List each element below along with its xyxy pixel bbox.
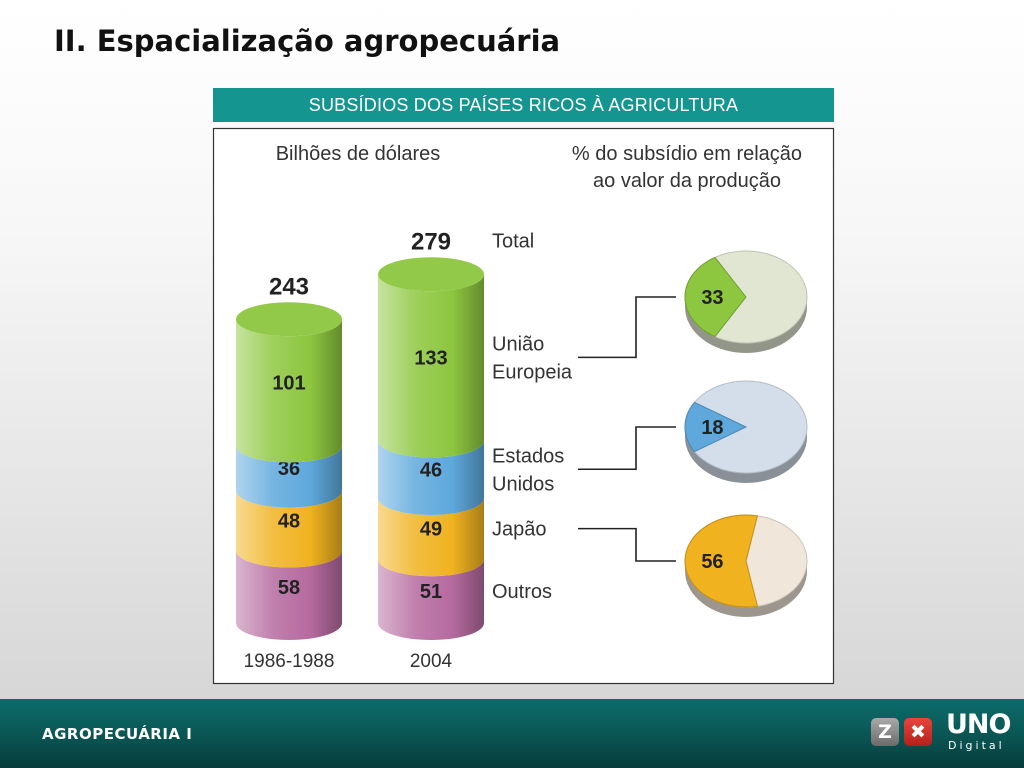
pie-value-label: 18 — [701, 417, 723, 439]
bar-cap — [378, 257, 484, 292]
footer-label: AGROPECUÁRIA I — [42, 725, 193, 743]
bar-segment — [378, 498, 484, 577]
z-logo-icon: Z — [871, 718, 899, 746]
bar-segment — [378, 559, 484, 640]
bar-cap — [236, 302, 342, 337]
legend-label: Unidos — [492, 473, 554, 495]
data-label: 46 — [420, 459, 442, 481]
x-logo-icon: ✖ — [904, 718, 932, 746]
connector-line — [578, 426, 676, 471]
legend-label: Japão — [492, 519, 547, 541]
data-label: 48 — [278, 511, 300, 533]
right-heading-line: % do subsídio em relação — [572, 143, 802, 165]
data-label: 58 — [278, 577, 300, 599]
data-label: 101 — [272, 372, 305, 394]
slide-title: II. Espacialização agropecuária — [54, 24, 561, 58]
data-label: 36 — [278, 458, 300, 480]
bar-segment — [236, 445, 342, 508]
pie-slice — [684, 256, 747, 338]
chart-title: SUBSÍDIOS DOS PAÍSES RICOS À AGRICULTURA — [213, 88, 834, 122]
x-tick-label: 2004 — [410, 651, 453, 672]
pie-value-label: 56 — [701, 551, 723, 573]
legend-label: União — [492, 333, 544, 355]
pie-value-label: 33 — [701, 287, 723, 309]
footer-bar: AGROPECUÁRIA I Z ✖ UNO Digital — [0, 699, 1024, 768]
legend-label: Europeia — [492, 361, 573, 383]
left-heading: Bilhões de dólares — [276, 143, 441, 165]
bar-segment — [378, 274, 484, 458]
bar-segment — [378, 440, 484, 515]
pie-slice — [684, 401, 748, 453]
pie-slice — [684, 514, 759, 608]
bar-segment — [236, 490, 342, 568]
legend-label: Outros — [492, 581, 552, 603]
uno-logo-subtext: Digital — [948, 739, 1005, 752]
total-row-label: Total — [492, 230, 534, 252]
x-tick-label: 1986-1988 — [244, 651, 335, 672]
bar-segment — [236, 319, 342, 463]
right-heading-line: ao valor da produção — [593, 170, 781, 192]
connector-line — [578, 527, 676, 562]
data-label: 51 — [420, 581, 442, 603]
data-label: 133 — [414, 347, 447, 369]
connector-line — [578, 296, 676, 359]
legend-label: Estados — [492, 445, 564, 467]
data-label: 49 — [420, 519, 442, 541]
uno-logo: UNO — [946, 709, 1011, 740]
total-label: 243 — [269, 273, 309, 300]
bar-segment — [236, 550, 342, 640]
total-label: 279 — [411, 228, 451, 255]
